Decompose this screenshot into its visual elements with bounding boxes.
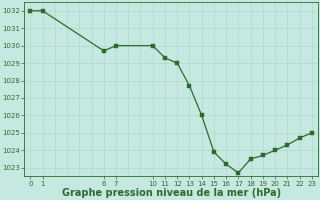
X-axis label: Graphe pression niveau de la mer (hPa): Graphe pression niveau de la mer (hPa) (61, 188, 281, 198)
